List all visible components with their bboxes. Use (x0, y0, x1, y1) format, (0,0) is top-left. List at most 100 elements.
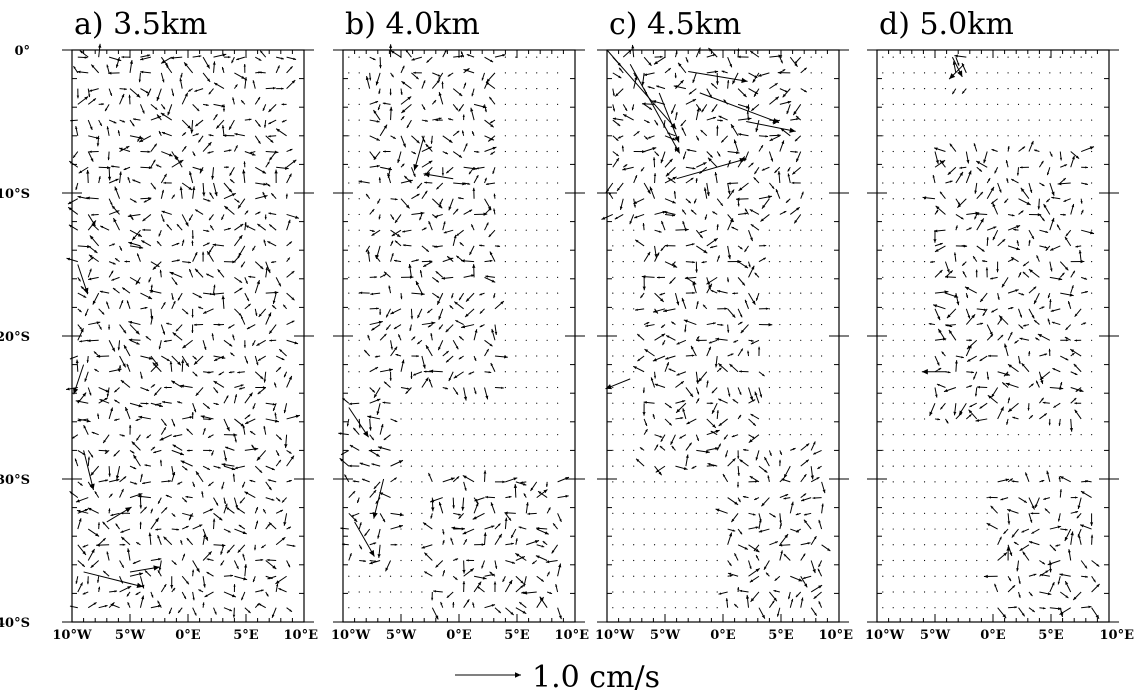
grid-point (674, 607, 677, 609)
current-arrow (810, 584, 823, 593)
current-arrow (684, 324, 687, 333)
grid-point (944, 544, 947, 546)
current-arrow (484, 525, 495, 530)
current-arrow (755, 450, 760, 461)
grid-point (903, 512, 905, 514)
current-arrow (275, 65, 280, 74)
strong-current-arrow (423, 172, 454, 180)
current-arrow (1036, 255, 1040, 262)
current-arrow (974, 182, 978, 194)
current-arrow (244, 392, 253, 404)
current-arrow (754, 166, 760, 175)
current-arrow (939, 191, 946, 200)
current-arrow (758, 257, 767, 263)
current-arrow (643, 418, 648, 427)
grid-point (612, 245, 614, 247)
current-arrow (494, 386, 504, 389)
grid-point (358, 103, 360, 105)
current-arrow (643, 401, 655, 404)
current-arrow (997, 607, 1007, 619)
current-arrow (685, 243, 695, 247)
current-arrow (428, 472, 433, 483)
current-arrow (402, 229, 412, 233)
current-arrow (87, 456, 91, 467)
current-arrow (383, 150, 391, 153)
grid-point (633, 292, 635, 294)
current-arrow (494, 245, 501, 248)
current-arrow (98, 103, 105, 106)
grid-point (525, 386, 527, 389)
grid-point (622, 323, 624, 326)
current-arrow (168, 607, 173, 615)
current-arrow (740, 324, 749, 334)
current-arrow (204, 591, 214, 598)
grid-point (664, 607, 666, 609)
current-arrow (140, 387, 150, 392)
current-arrow (411, 56, 423, 61)
current-arrow (171, 471, 176, 483)
grid-point (1080, 119, 1082, 121)
grid-point (463, 434, 465, 436)
grid-point (779, 418, 781, 420)
current-arrow (171, 418, 176, 427)
current-arrow (1091, 583, 1100, 593)
grid-point (421, 496, 423, 499)
current-arrow (388, 285, 392, 294)
current-arrow (1007, 213, 1015, 217)
current-arrow (447, 118, 454, 121)
grid-point (903, 496, 905, 499)
current-arrow (1057, 182, 1071, 186)
grid-point (421, 575, 423, 577)
grid-point (653, 528, 656, 530)
grid-point (903, 575, 905, 577)
grid-point (810, 150, 812, 153)
grid-point (612, 528, 614, 530)
current-arrow (1080, 322, 1087, 326)
current-arrow (88, 150, 99, 154)
current-arrow (1048, 348, 1051, 357)
current-arrow (265, 465, 276, 471)
grid-point (892, 198, 894, 200)
current-arrow (342, 397, 350, 404)
grid-point (546, 402, 548, 404)
current-arrow (431, 591, 434, 601)
grid-point (504, 292, 506, 294)
grid-point (525, 229, 527, 231)
current-arrow (369, 208, 375, 215)
current-arrow (674, 111, 678, 121)
current-arrow (622, 164, 628, 168)
current-arrow (1050, 308, 1061, 312)
grid-point (913, 559, 915, 562)
current-arrow (159, 434, 172, 441)
current-arrow (612, 88, 615, 97)
grid-point (612, 496, 614, 499)
grid-point (536, 449, 538, 451)
current-arrow (787, 173, 791, 184)
current-arrow (727, 387, 731, 397)
grid-point (1080, 449, 1082, 451)
current-arrow (138, 415, 151, 420)
current-arrow (800, 597, 804, 608)
current-arrow (466, 559, 475, 562)
current-arrow (139, 521, 142, 530)
current-arrow (181, 355, 190, 368)
current-arrow (659, 445, 666, 451)
current-arrow (986, 186, 995, 199)
current-arrow (369, 366, 379, 373)
current-arrow (758, 387, 763, 398)
grid-point (515, 339, 517, 341)
grid-point (944, 56, 947, 58)
grid-point (882, 575, 884, 577)
grid-point (504, 371, 506, 373)
grid-point (536, 355, 538, 357)
current-arrow (505, 477, 518, 483)
grid-point (612, 512, 614, 514)
current-arrow (128, 94, 131, 105)
current-arrow (171, 560, 177, 566)
grid-point (955, 544, 957, 546)
current-arrow (286, 414, 300, 420)
current-arrow (1016, 560, 1020, 572)
grid-point (504, 135, 506, 137)
current-arrow (676, 371, 687, 376)
current-arrow (233, 84, 238, 89)
